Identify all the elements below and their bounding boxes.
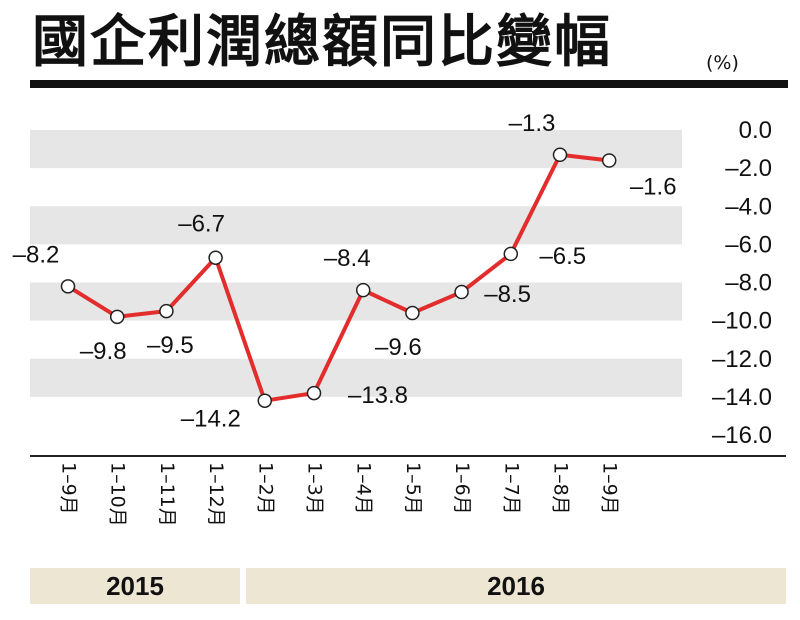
data-label: –6.5 [539,243,586,270]
data-label: –1.3 [509,110,556,137]
chart-title: 國企利潤總額同比變幅 [32,9,612,75]
grid-band [30,206,682,245]
y-tick-label: –4.0 [725,193,772,220]
y-tick-label: –6.0 [725,231,772,258]
y-tick-label: –12.0 [712,346,772,373]
y-tick-label: 0.0 [739,117,772,144]
data-point [601,153,617,168]
x-tick-label: 1–10月 [107,462,129,527]
data-label: –9.5 [147,332,194,359]
data-point [60,279,76,294]
x-tick-label: 1–3月 [304,462,326,515]
x-tick-label: 1–4月 [353,462,375,515]
data-label: –8.2 [13,241,60,268]
grid-band [30,130,682,169]
data-point [454,284,469,300]
data-point [257,393,273,408]
year-label-2015: 2015 [30,568,240,604]
x-tick-label: 1–6月 [451,462,473,515]
data-label: –1.6 [630,174,677,201]
y-tick-label: –2.0 [725,155,772,182]
data-point [208,250,223,265]
data-label: –9.6 [375,334,422,361]
x-axis-labels: 1–9月 1–10月 1–11月 1–12月 1–2月 1–3月 1–4月 1–5月 1–6月 1… [58,462,621,527]
series-line [66,152,610,403]
data-point [306,385,322,401]
data-label: –8.5 [484,281,531,308]
x-tick-label: 1–11月 [156,462,178,527]
y-axis-ticks: 0.0 –2.0 –4.0 –6.0 –8.0 –10.0 –12.0 –14.0 –16.0 [712,117,772,449]
data-point [159,303,174,319]
year-label-2016: 2016 [246,568,786,604]
data-point [355,282,371,298]
unit-label: (%) [706,52,739,74]
x-tick-label: 1–9月 [58,462,80,515]
data-labels: –8.2 –9.8 –9.5 –6.7 –14.2 –13.8 –8.4 –9.6 –8.5 –6… [13,110,677,433]
data-point [109,309,125,325]
y-tick-label: –16.0 [712,422,772,449]
data-label: –14.2 [181,406,241,433]
y-tick-label: –14.0 [712,384,772,411]
title-rule [30,80,788,88]
data-point [405,305,420,321]
grid-band [30,358,682,397]
x-tick-label: 1–12月 [205,462,227,527]
y-tick-label: –8.0 [725,270,772,297]
data-label: –8.4 [324,245,371,272]
x-tick-label: 1–8月 [550,462,572,515]
x-tick-label: 1–5月 [402,462,424,515]
x-tick-label: 1–9月 [599,462,621,515]
data-label: –9.8 [80,338,127,365]
data-point [552,147,568,163]
data-point [503,246,519,262]
data-points [60,147,617,408]
x-tick-label: 1–7月 [500,462,522,515]
data-label: –6.7 [178,211,225,238]
x-tick-label: 1–2月 [254,462,276,515]
data-label: –13.8 [348,382,408,409]
y-tick-label: –10.0 [712,308,772,335]
